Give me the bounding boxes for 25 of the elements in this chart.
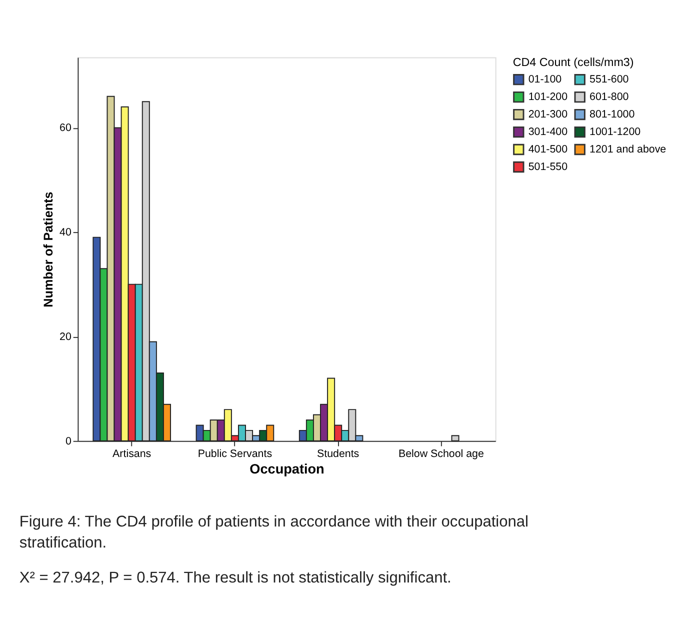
x-axis-title: Occupation <box>250 461 324 476</box>
legend-label: 401-500 <box>528 143 568 156</box>
legend-label: 101-200 <box>528 90 568 103</box>
legend-label: 501-550 <box>528 160 568 173</box>
x-tick-label: Public Servants <box>198 448 272 460</box>
text: X² = 27.942, P = 0.574. The result is not statistically significant. <box>19 570 452 587</box>
legend-label: 1001-1200 <box>590 126 641 138</box>
y-tick-label: 40 <box>60 226 72 238</box>
legend-label: 601-800 <box>590 90 629 103</box>
legend-label: 01-100 <box>528 73 562 86</box>
legend-label: 1201 and above <box>590 143 666 156</box>
x-tick-label: Artisans <box>112 448 152 460</box>
y-axis-title: Number of Patients <box>42 192 56 308</box>
y-tick-label: 60 <box>60 122 72 134</box>
y-tick-label: 0 <box>65 435 72 448</box>
legend-label: 801-1000 <box>590 108 635 120</box>
x-tick-label: Students <box>317 448 360 460</box>
caption: Figure 4: The CD4 profile of patients in accordance with their occupational stratification. <box>19 513 529 552</box>
legend-title: CD4 Count (cells/mm3) <box>512 56 634 69</box>
legend-label: 301-400 <box>528 126 568 138</box>
legend-label: 551-600 <box>590 73 629 86</box>
y-tick-label: 20 <box>60 330 72 343</box>
legend-label: 201-300 <box>528 108 568 120</box>
bar <box>451 435 460 442</box>
x-tick-label: Below School age <box>398 448 484 460</box>
